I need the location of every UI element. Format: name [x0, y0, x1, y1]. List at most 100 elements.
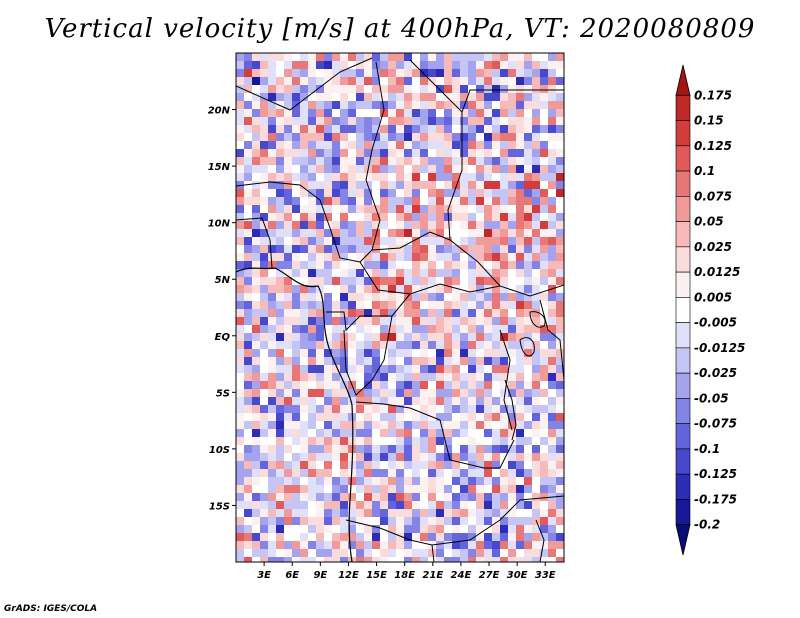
field-cell — [308, 237, 316, 245]
field-cell — [556, 541, 564, 549]
field-cell — [332, 93, 340, 101]
field-cell — [492, 165, 500, 173]
field-cell — [268, 157, 276, 165]
field-cell — [428, 173, 436, 181]
field-cell — [348, 317, 356, 325]
field-cell — [444, 245, 452, 253]
field-cell — [300, 461, 308, 469]
field-cell — [340, 445, 348, 453]
field-cell — [404, 245, 412, 253]
field-cell — [412, 341, 420, 349]
field-cell — [396, 157, 404, 165]
field-cell — [540, 157, 548, 165]
field-cell — [324, 173, 332, 181]
field-cell — [324, 317, 332, 325]
field-cell — [452, 69, 460, 77]
field-cell — [300, 509, 308, 517]
field-cell — [340, 77, 348, 85]
field-cell — [516, 445, 524, 453]
field-cell — [356, 245, 364, 253]
field-cell — [500, 389, 508, 397]
field-cell — [300, 141, 308, 149]
field-cell — [492, 53, 500, 61]
field-cell — [548, 485, 556, 493]
field-cell — [508, 365, 516, 373]
field-cell — [556, 349, 564, 357]
field-cell — [292, 285, 300, 293]
field-cell — [516, 181, 524, 189]
field-cell — [308, 405, 316, 413]
field-cell — [284, 477, 292, 485]
field-cell — [236, 397, 244, 405]
field-cell — [380, 77, 388, 85]
field-cell — [260, 133, 268, 141]
field-cell — [476, 93, 484, 101]
field-cell — [492, 253, 500, 261]
field-cell — [308, 245, 316, 253]
field-cell — [476, 461, 484, 469]
field-cell — [460, 453, 468, 461]
field-cell — [548, 301, 556, 309]
field-cell — [500, 437, 508, 445]
field-cell — [396, 133, 404, 141]
field-cell — [468, 53, 476, 61]
field-cell — [548, 365, 556, 373]
field-cell — [356, 557, 364, 562]
field-cell — [236, 325, 244, 333]
colorbar-swatch — [675, 372, 691, 399]
colorbar-label: -0.125 — [694, 467, 737, 481]
field-cell — [252, 509, 260, 517]
field-cell — [268, 421, 276, 429]
field-cell — [460, 477, 468, 485]
field-cell — [516, 101, 524, 109]
field-cell — [404, 381, 412, 389]
field-cell — [356, 349, 364, 357]
field-cell — [324, 397, 332, 405]
field-cell — [516, 517, 524, 525]
field-cell — [252, 133, 260, 141]
field-cell — [412, 173, 420, 181]
field-cell — [284, 69, 292, 77]
field-cell — [308, 85, 316, 93]
field-cell — [540, 549, 548, 557]
field-cell — [476, 493, 484, 501]
field-cell — [316, 101, 324, 109]
field-cell — [236, 141, 244, 149]
field-cell — [412, 493, 420, 501]
field-cell — [292, 77, 300, 85]
field-cell — [244, 269, 252, 277]
field-cell — [252, 557, 260, 562]
field-cell — [508, 205, 516, 213]
field-cell — [428, 293, 436, 301]
field-cell — [516, 493, 524, 501]
field-cell — [324, 325, 332, 333]
field-cell — [244, 197, 252, 205]
field-cell — [460, 229, 468, 237]
field-cell — [420, 349, 428, 357]
field-cell — [252, 285, 260, 293]
field-cell — [316, 293, 324, 301]
field-cell — [524, 485, 532, 493]
field-cell — [372, 557, 380, 562]
field-cell — [268, 557, 276, 562]
field-cell — [556, 389, 564, 397]
field-cell — [236, 437, 244, 445]
field-cell — [452, 85, 460, 93]
field-cell — [324, 117, 332, 125]
field-cell — [524, 69, 532, 77]
field-cell — [300, 309, 308, 317]
field-cell — [356, 173, 364, 181]
field-cell — [268, 77, 276, 85]
field-cell — [404, 533, 412, 541]
field-cell — [444, 269, 452, 277]
field-cell — [284, 149, 292, 157]
field-cell — [348, 389, 356, 397]
field-cell — [276, 413, 284, 421]
field-cell — [492, 93, 500, 101]
field-cell — [292, 557, 300, 562]
field-cell — [524, 533, 532, 541]
field-cell — [532, 397, 540, 405]
field-cell — [404, 101, 412, 109]
field-cell — [276, 517, 284, 525]
field-cell — [420, 261, 428, 269]
